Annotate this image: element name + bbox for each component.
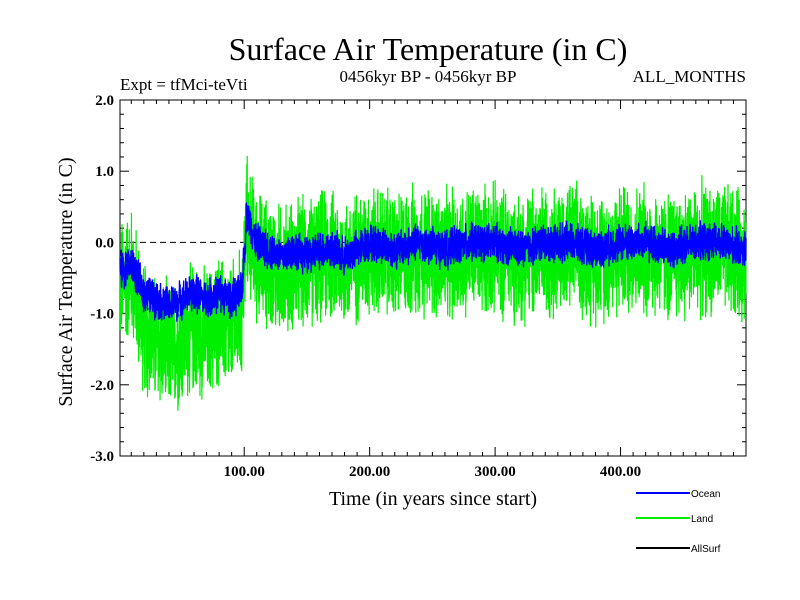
y-tick-label: -3.0: [90, 449, 114, 465]
legend: Ocean Land AllSurf: [636, 489, 721, 555]
y-tick-label: -2.0: [90, 378, 114, 394]
series-line-land: [119, 155, 747, 412]
series-layer: [119, 155, 747, 412]
x-tick-labels: 100.00 200.00 300.00 400.00: [224, 464, 642, 480]
chart-subtitle-left: Expt = tfMci-teVti: [120, 75, 248, 94]
y-tick-labels: -3.0 -2.0 -1.0 0.0 1.0 2.0: [90, 93, 114, 465]
x-tick-label: 400.00: [600, 464, 641, 480]
y-tick-label: 1.0: [95, 164, 114, 180]
series-line-ocean: [119, 202, 747, 322]
y-tick-label: 0.0: [95, 235, 114, 251]
y-tick-label: -1.0: [90, 307, 114, 323]
x-tick-label: 300.00: [474, 464, 515, 480]
chart-title: Surface Air Temperature (in C): [229, 31, 628, 67]
chart-subtitle-center: 0456kyr BP - 0456kyr BP: [340, 67, 517, 86]
x-axis-label: Time (in years since start): [329, 488, 537, 510]
x-tick-label: 100.00: [224, 464, 265, 480]
legend-label-ocean: Ocean: [691, 489, 720, 500]
chart-subtitle-right: ALL_MONTHS: [633, 67, 746, 86]
x-tick-label: 200.00: [349, 464, 390, 480]
y-tick-label: 2.0: [95, 93, 114, 109]
legend-label-land: Land: [691, 514, 713, 525]
y-axis-label: Surface Air Temperature (in C): [55, 157, 77, 406]
legend-label-allsurf: AllSurf: [691, 544, 721, 555]
